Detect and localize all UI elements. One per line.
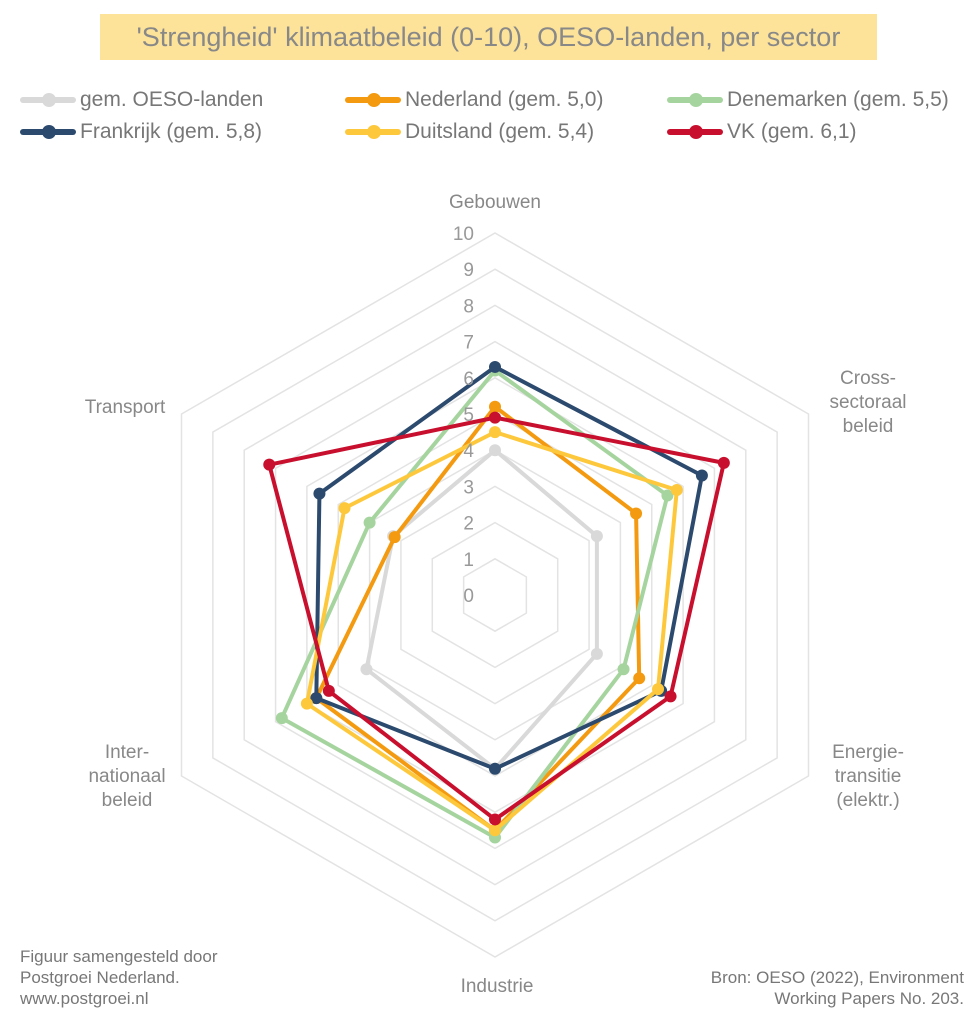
grid-ring — [180, 232, 810, 958]
axis-label: nationaal — [88, 766, 165, 787]
data-point — [322, 684, 335, 697]
tick-label: 6 — [463, 369, 474, 390]
source-note: Bron: OESO (2022), Environment Working P… — [711, 967, 964, 1009]
tick-label: 4 — [463, 441, 474, 462]
axis-label: Cross- — [840, 368, 896, 389]
axis-label: beleid — [102, 790, 153, 811]
data-point — [590, 530, 603, 543]
grid-ring — [306, 376, 684, 814]
grid-ring — [462, 557, 528, 633]
data-point — [664, 690, 677, 703]
tick-label: 0 — [463, 586, 474, 607]
data-point — [489, 426, 501, 439]
chart-title: 'Strengheid' klimaatbeleid (0-10), OESO-… — [100, 14, 877, 60]
legend-label: Frankrijk (gem. 5,8) — [80, 120, 263, 143]
credit-line: Postgroei Nederland. — [20, 968, 180, 987]
data-point — [313, 487, 326, 500]
legend-label: Duitsland (gem. 5,4) — [405, 120, 595, 143]
data-point — [489, 762, 501, 775]
axis-label: Gebouwen — [449, 192, 541, 213]
data-point — [633, 672, 646, 685]
tick-label: 2 — [463, 514, 474, 535]
grid-ring — [431, 521, 559, 669]
source-line: Working Papers No. 203. — [774, 989, 964, 1008]
axis-label: transitie — [835, 766, 902, 787]
legend-item: Duitsland (gem. 5,4) — [345, 120, 594, 144]
legend-item: VK (gem. 6,1) — [667, 120, 857, 144]
legend-swatch — [20, 93, 76, 107]
credit-note: Figuur samengesteld door Postgroei Neder… — [20, 946, 218, 1009]
grid-ring — [368, 449, 622, 741]
data-point — [617, 663, 630, 676]
data-point — [275, 712, 288, 725]
data-point — [489, 813, 501, 826]
data-point — [388, 531, 401, 544]
source-line: Bron: OESO (2022), Environment — [710, 968, 964, 987]
grid-ring — [243, 304, 747, 886]
axis-label: (elektr.) — [836, 790, 899, 811]
legend-swatch — [345, 93, 401, 107]
tick-label: 8 — [463, 296, 474, 317]
data-point — [360, 663, 373, 676]
grid-ring — [212, 268, 778, 922]
tick-label: 10 — [453, 224, 474, 245]
legend-label: VK (gem. 6,1) — [727, 120, 857, 143]
data-point — [489, 411, 501, 424]
axis-label: Energie- — [832, 742, 904, 763]
data-point — [489, 360, 501, 373]
data-point — [263, 458, 276, 471]
data-point — [670, 484, 683, 497]
data-point — [489, 400, 501, 413]
legend-swatch — [667, 125, 723, 139]
axis-label: Inter- — [105, 742, 149, 763]
legend-item: Frankrijk (gem. 5,8) — [20, 120, 262, 144]
data-point — [652, 683, 665, 696]
data-point — [630, 507, 643, 520]
credit-link[interactable]: www.postgroei.nl — [20, 989, 149, 1008]
legend-label: gem. OESO-landen — [80, 88, 264, 111]
data-point — [590, 647, 603, 660]
axis-label: Transport — [85, 397, 166, 418]
legend-item: Denemarken (gem. 5,5) — [667, 88, 949, 112]
legend-swatch — [667, 93, 723, 107]
legend-swatch — [345, 125, 401, 139]
data-point — [489, 824, 501, 837]
grid-ring — [274, 340, 716, 850]
grid-ring — [400, 485, 590, 705]
tick-label: 3 — [463, 477, 474, 498]
data-point — [489, 444, 501, 457]
data-point — [695, 469, 708, 482]
credit-line: Figuur samengesteld door — [20, 947, 218, 966]
tick-label: 5 — [463, 405, 474, 426]
data-point — [338, 502, 351, 515]
tick-label: 1 — [463, 550, 474, 571]
legend-label: Nederland (gem. 5,0) — [405, 88, 604, 111]
tick-label: 7 — [463, 333, 474, 354]
legend-item: Nederland (gem. 5,0) — [345, 88, 603, 112]
axis-label: beleid — [843, 416, 894, 437]
legend-item: gem. OESO-landen — [20, 88, 263, 112]
series-line — [267, 415, 726, 822]
data-point — [661, 489, 674, 502]
data-point — [363, 516, 376, 529]
tick-label: 9 — [463, 260, 474, 281]
data-point — [300, 697, 313, 710]
legend-swatch — [20, 125, 76, 139]
data-point — [717, 456, 730, 469]
legend-label: Denemarken (gem. 5,5) — [727, 88, 949, 111]
axis-label: sectoraal — [829, 392, 906, 413]
data-point — [310, 692, 323, 705]
axis-label: Industrie — [461, 976, 534, 997]
grid-ring — [337, 413, 653, 777]
